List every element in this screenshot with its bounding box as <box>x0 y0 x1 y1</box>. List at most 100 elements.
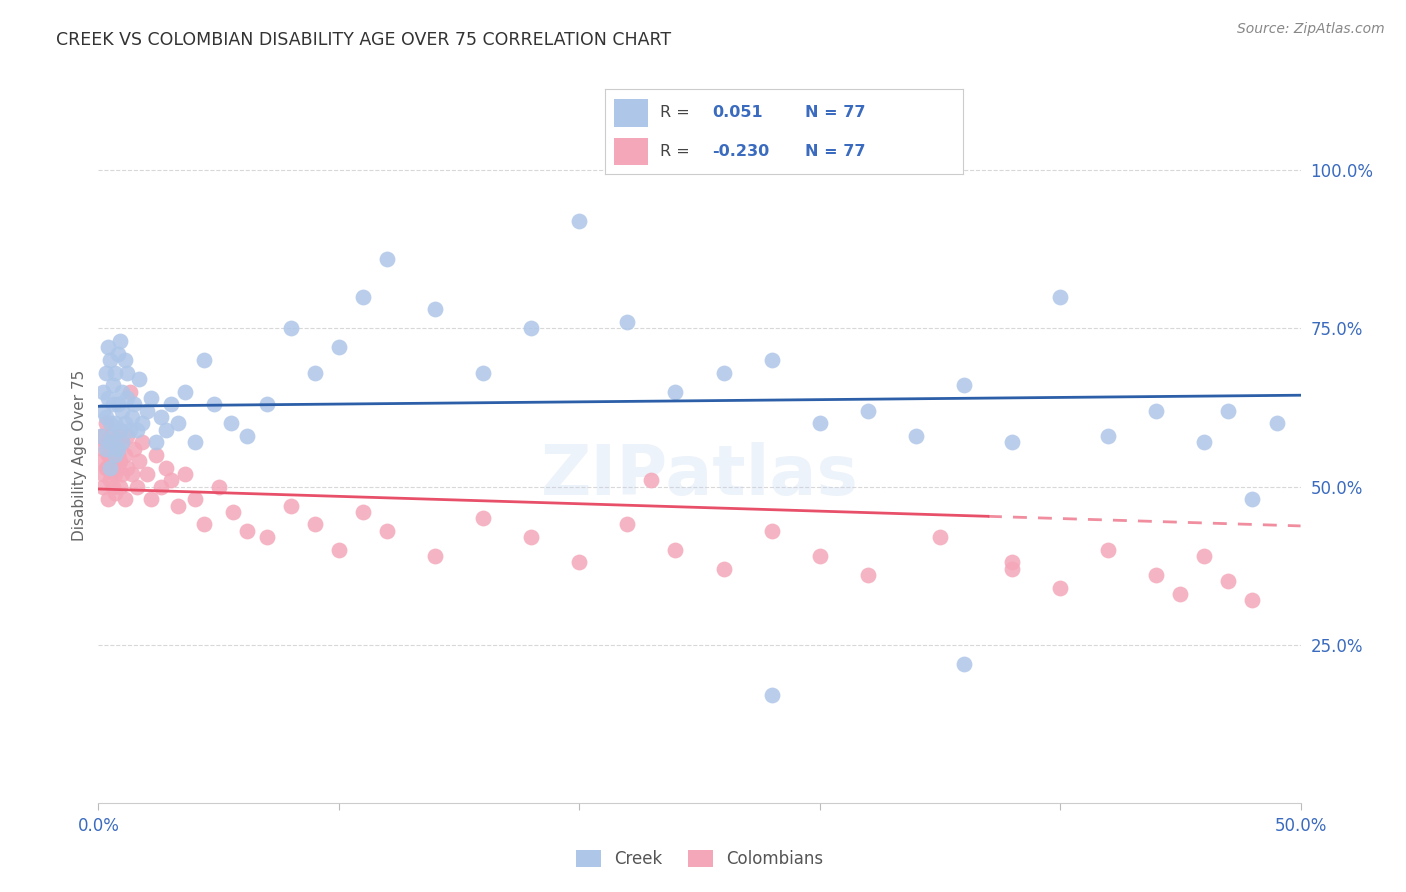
Point <box>101 378 124 392</box>
Text: R =: R = <box>661 144 690 159</box>
Point <box>375 252 398 266</box>
Point <box>124 442 146 456</box>
FancyBboxPatch shape <box>613 99 648 128</box>
Point <box>761 524 783 538</box>
Point <box>1097 429 1119 443</box>
Point <box>91 467 114 481</box>
Point <box>155 423 177 437</box>
Point <box>104 366 127 380</box>
Point <box>953 378 976 392</box>
Point <box>664 542 686 557</box>
Point <box>101 479 124 493</box>
Point <box>352 505 374 519</box>
Point <box>91 479 114 493</box>
Text: Source: ZipAtlas.com: Source: ZipAtlas.com <box>1237 22 1385 37</box>
Point <box>107 442 129 456</box>
Point <box>166 499 188 513</box>
Point <box>100 417 122 431</box>
Point <box>568 556 591 570</box>
Point <box>94 366 117 380</box>
Point <box>125 479 148 493</box>
Point <box>100 353 122 368</box>
Point <box>107 347 129 361</box>
Point <box>135 467 157 481</box>
Text: N = 77: N = 77 <box>806 144 866 159</box>
Point <box>640 473 662 487</box>
Point <box>121 409 143 424</box>
Point <box>107 429 129 443</box>
Point <box>118 423 141 437</box>
Point <box>423 302 446 317</box>
Point <box>1001 562 1024 576</box>
Point <box>97 460 120 475</box>
Point <box>155 460 177 475</box>
Point <box>174 384 197 399</box>
Point <box>117 460 139 475</box>
Point <box>953 657 976 671</box>
Point <box>472 511 495 525</box>
Point <box>128 372 150 386</box>
Point <box>128 454 150 468</box>
Text: CREEK VS COLOMBIAN DISABILITY AGE OVER 75 CORRELATION CHART: CREEK VS COLOMBIAN DISABILITY AGE OVER 7… <box>56 31 672 49</box>
Point <box>1265 417 1288 431</box>
Point <box>104 417 127 431</box>
Point <box>108 479 131 493</box>
Point <box>856 568 879 582</box>
Point <box>101 429 124 443</box>
Point <box>141 391 163 405</box>
Point <box>219 417 242 431</box>
Point <box>472 366 495 380</box>
Point <box>107 397 129 411</box>
Point <box>664 384 686 399</box>
Point <box>141 492 163 507</box>
Point <box>1194 549 1216 563</box>
Point <box>118 384 141 399</box>
Point <box>90 429 112 443</box>
Point <box>117 366 139 380</box>
Point <box>107 460 129 475</box>
Point <box>149 479 172 493</box>
Point <box>145 448 167 462</box>
Point <box>101 435 124 450</box>
Point <box>90 454 112 468</box>
Point <box>91 403 114 417</box>
Point <box>149 409 172 424</box>
Point <box>520 321 543 335</box>
Point <box>104 442 127 456</box>
Point <box>104 467 127 481</box>
Point <box>1241 492 1264 507</box>
Point <box>193 353 215 368</box>
Point <box>145 435 167 450</box>
Text: R =: R = <box>661 105 690 120</box>
Point <box>91 384 114 399</box>
Point <box>104 448 127 462</box>
Point <box>111 384 134 399</box>
Point <box>1001 435 1024 450</box>
Point <box>1241 593 1264 607</box>
Point <box>100 448 122 462</box>
Point <box>202 397 225 411</box>
Point <box>131 417 153 431</box>
Point <box>280 499 302 513</box>
Point <box>174 467 197 481</box>
Point <box>1218 574 1240 589</box>
Point <box>1194 435 1216 450</box>
Point <box>761 353 783 368</box>
Point <box>159 397 181 411</box>
Point <box>101 454 124 468</box>
Point <box>111 435 134 450</box>
Point <box>100 460 122 475</box>
Text: ZIPatlas: ZIPatlas <box>540 442 859 509</box>
Point <box>166 417 188 431</box>
Point <box>1170 587 1192 601</box>
Point <box>131 435 153 450</box>
Point <box>121 467 143 481</box>
Point <box>616 315 638 329</box>
Point <box>114 353 136 368</box>
Point <box>1049 581 1071 595</box>
Point <box>616 517 638 532</box>
Point <box>94 417 117 431</box>
Point <box>97 448 120 462</box>
Point <box>1144 403 1167 417</box>
Point <box>520 530 543 544</box>
